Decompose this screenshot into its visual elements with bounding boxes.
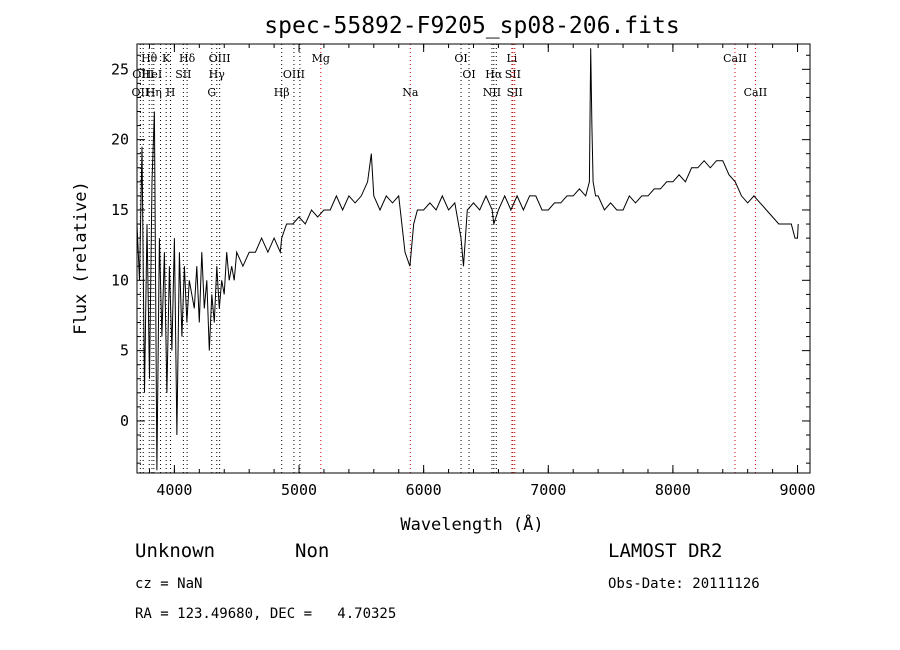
line-marker-label-4: Hη bbox=[146, 86, 162, 99]
line-marker-label-19: OI bbox=[462, 68, 475, 81]
line-marker-label-18: OI bbox=[454, 52, 467, 65]
line-marker-label-14: OIII bbox=[283, 68, 305, 81]
x-axis-label: Wavelength (Å) bbox=[400, 513, 543, 535]
x-axis-ticks: 4000 5000 6000 7000 8000 9000 bbox=[148, 44, 816, 499]
line-marker-label-13: Hβ bbox=[274, 86, 290, 99]
line-marker-label-21: Hα bbox=[485, 68, 503, 81]
line-marker-label-16: Mg bbox=[312, 52, 330, 65]
line-marker-label-7: H bbox=[166, 86, 176, 99]
line-marker-label-1: OIII bbox=[132, 68, 154, 81]
spectrum-series bbox=[136, 48, 799, 471]
y-axis-ticks: 0 5 10 15 20 25 bbox=[111, 54, 810, 464]
line-marker-label-3: HeI bbox=[142, 68, 162, 81]
obs-date-label: Obs-Date: 20111126 bbox=[608, 576, 760, 592]
x-tick-label-5: 9000 bbox=[779, 481, 815, 499]
line-marker-label-25: SII bbox=[507, 86, 523, 99]
line-marker-label-6: K bbox=[162, 52, 171, 65]
line-marker-label-10: G bbox=[207, 86, 216, 99]
line-marker-label-11: Hγ bbox=[209, 68, 226, 81]
line-marker-label-0: OII bbox=[132, 86, 150, 99]
x-tick-label-3: 7000 bbox=[530, 481, 566, 499]
x-tick-label-0: 4000 bbox=[156, 481, 192, 499]
line-marker-label-24: SII bbox=[505, 68, 521, 81]
line-marker-label-23: Li bbox=[506, 52, 517, 65]
line-marker-label-27: CaII bbox=[744, 86, 768, 99]
cz-label: cz = NaN bbox=[135, 576, 203, 592]
x-tick-label-1: 5000 bbox=[281, 481, 317, 499]
x-tick-label-4: 8000 bbox=[655, 481, 691, 499]
y-tick-label-0: 0 bbox=[120, 412, 129, 430]
class-label: Unknown bbox=[135, 540, 216, 562]
y-tick-label-4: 20 bbox=[111, 131, 129, 149]
line-marker-label-2: Hθ bbox=[141, 52, 158, 65]
y-axis-label: Flux (relative) bbox=[71, 181, 91, 335]
spectrum-line-0 bbox=[136, 48, 799, 471]
survey-label: LAMOST DR2 bbox=[608, 540, 723, 562]
plot-frame bbox=[136, 43, 811, 474]
line-markers: OII OIII Hθ HeI Hη K H SII Hδ G Hγ OIII Hβ OIII Mg Na OI… bbox=[132, 44, 768, 473]
subclass-label: Non bbox=[295, 540, 330, 562]
y-tick-label-1: 5 bbox=[120, 342, 129, 360]
line-marker-label-26: CaII bbox=[723, 52, 747, 65]
line-marker-label-12: OIII bbox=[209, 52, 231, 65]
x-tick-label-2: 6000 bbox=[406, 481, 442, 499]
line-marker-label-8: SII bbox=[175, 68, 191, 81]
y-tick-label-3: 15 bbox=[111, 201, 129, 219]
y-tick-label-5: 25 bbox=[111, 60, 129, 78]
line-marker-label-20: NII bbox=[483, 86, 501, 99]
line-marker-label-17: Na bbox=[402, 86, 419, 99]
chart-title: spec-55892-F9205_sp08-206.fits bbox=[264, 13, 679, 39]
radec-label: RA = 123.49680, DEC = 4.70325 bbox=[135, 606, 397, 622]
line-marker-label-9: Hδ bbox=[179, 52, 196, 65]
y-tick-label-2: 10 bbox=[111, 271, 129, 289]
